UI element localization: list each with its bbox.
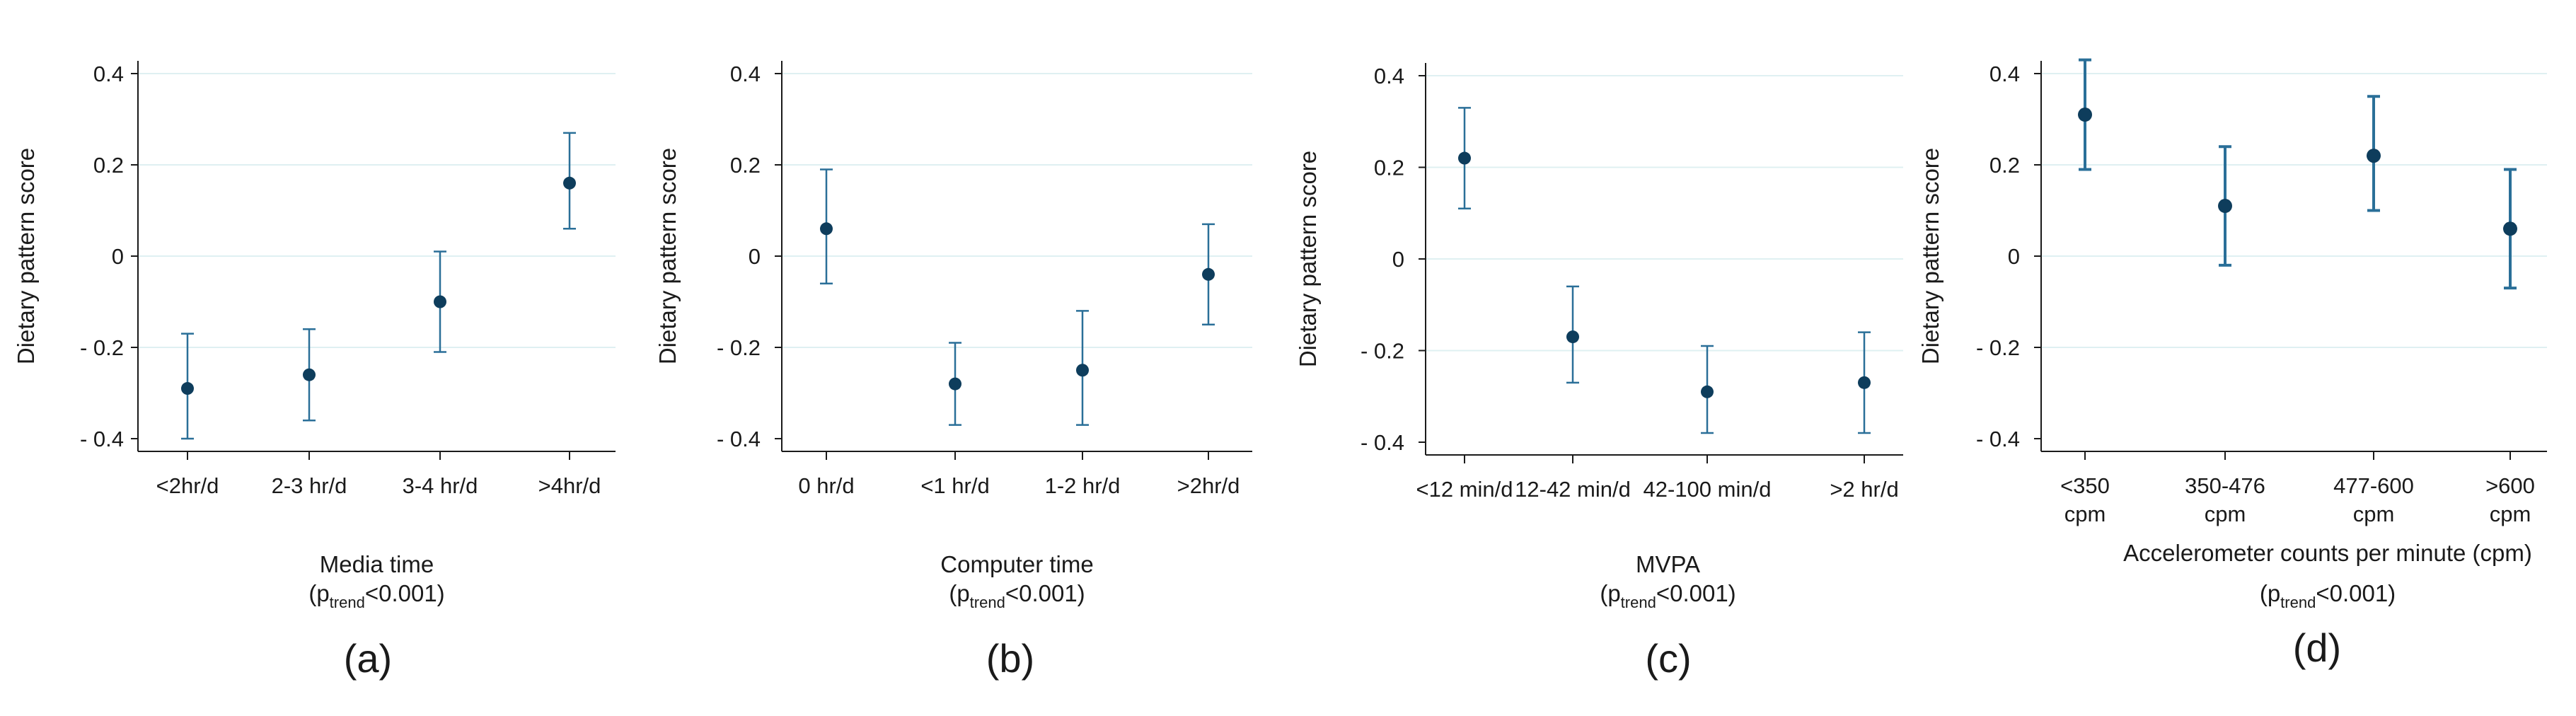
chart-panel: 0.4 0.2 0 - 0.2 - 0.4 Dietary pattern score 0 … [654,61,1252,681]
y-tick-label: - 0.4 [80,427,124,451]
y-axis-title: Dietary pattern score [654,148,681,364]
x-axis-title: MVPA [1636,551,1700,577]
x-axis-title: Computer time [940,551,1093,577]
data-point [1566,330,1579,344]
y-tick-label: 0.2 [1989,153,2020,178]
y-axis-title: Dietary pattern score [13,148,39,364]
data-point [949,377,961,391]
data-point [303,368,316,381]
y-tick-label: 0.4 [1989,62,2020,86]
y-tick-label: 0.4 [1374,64,1404,88]
panel-label: (c) [1645,636,1691,681]
x-axis-title: Accelerometer counts per minute (cpm) [2123,540,2532,566]
y-tick-label: - 0.2 [1361,339,1404,364]
data-point [2367,149,2381,163]
chart-panel: 0.4 0.2 0 - 0.2 - 0.4 Dietary pattern score <1… [1295,63,1903,681]
y-tick-label: 0.2 [93,153,124,178]
x-tick-label: >4hr/d [538,473,601,498]
trend-p-value: (ptrend<0.001) [949,580,1085,611]
x-tick-label: >2hr/d [1177,473,1240,498]
data-point [1858,376,1871,389]
y-tick-label: 0 [749,244,761,269]
chart-panel: 0.4 0.2 0 - 0.2 - 0.4 Dietary pattern score <2… [13,61,616,681]
panel-label: (d) [2293,625,2341,670]
trend-p-value: (ptrend<0.001) [2260,580,2396,611]
y-axis-title: Dietary pattern score [1295,151,1321,367]
y-tick-label: 0 [2008,244,2020,269]
trend-p-value: (ptrend<0.001) [1600,580,1735,611]
y-tick-label: - 0.4 [717,427,761,451]
y-tick-label: - 0.4 [1976,427,2020,451]
panel-label: (b) [986,636,1034,681]
x-tick-label: 477-600 cpm [2333,473,2414,526]
data-point [434,295,446,308]
y-tick-label: 0.2 [1374,156,1404,180]
data-point [1458,151,1471,165]
y-tick-label: 0.4 [93,62,124,86]
x-tick-label: 0 hr/d [798,473,854,498]
x-tick-label: >2 hr/d [1830,477,1898,502]
y-tick-label: 0.4 [730,62,761,86]
x-tick-label: <2hr/d [156,473,219,498]
data-point [181,382,194,395]
y-tick-label: 0 [112,244,124,269]
y-tick-label: - 0.4 [1361,430,1404,455]
y-tick-label: - 0.2 [80,335,124,360]
x-tick-label: >600 cpm [2485,473,2535,526]
data-point [2078,108,2092,122]
x-tick-label: 12-42 min/d [1515,477,1631,502]
data-point [820,222,833,236]
panel-label: (a) [344,636,392,681]
x-tick-label: 1-2 hr/d [1045,473,1121,498]
data-point [2503,221,2517,236]
data-point [1202,267,1215,281]
x-tick-label: <1 hr/d [920,473,989,498]
x-tick-label: 2-3 hr/d [272,473,347,498]
x-tick-label: <350 cpm [2060,473,2110,526]
x-tick-label: 3-4 hr/d [403,473,478,498]
y-tick-label: 0 [1392,247,1404,272]
y-tick-label: - 0.2 [717,335,761,360]
data-point [1701,385,1714,398]
x-tick-label: 42-100 min/d [1644,477,1772,502]
x-axis-title: Media time [320,551,434,577]
chart-panel: 0.4 0.2 0 - 0.2 - 0.4 Dietary pattern score <3… [1917,58,2547,670]
data-point [1076,364,1089,377]
y-tick-label: - 0.2 [1976,335,2020,360]
data-point [2218,199,2232,214]
data-point [563,176,576,190]
x-tick-label: 350-476 cpm [2185,473,2265,526]
x-tick-label: <12 min/d [1416,477,1513,502]
y-axis-title: Dietary pattern score [1917,148,1943,364]
trend-p-value: (ptrend<0.001) [308,580,444,611]
y-tick-label: 0.2 [730,153,761,178]
